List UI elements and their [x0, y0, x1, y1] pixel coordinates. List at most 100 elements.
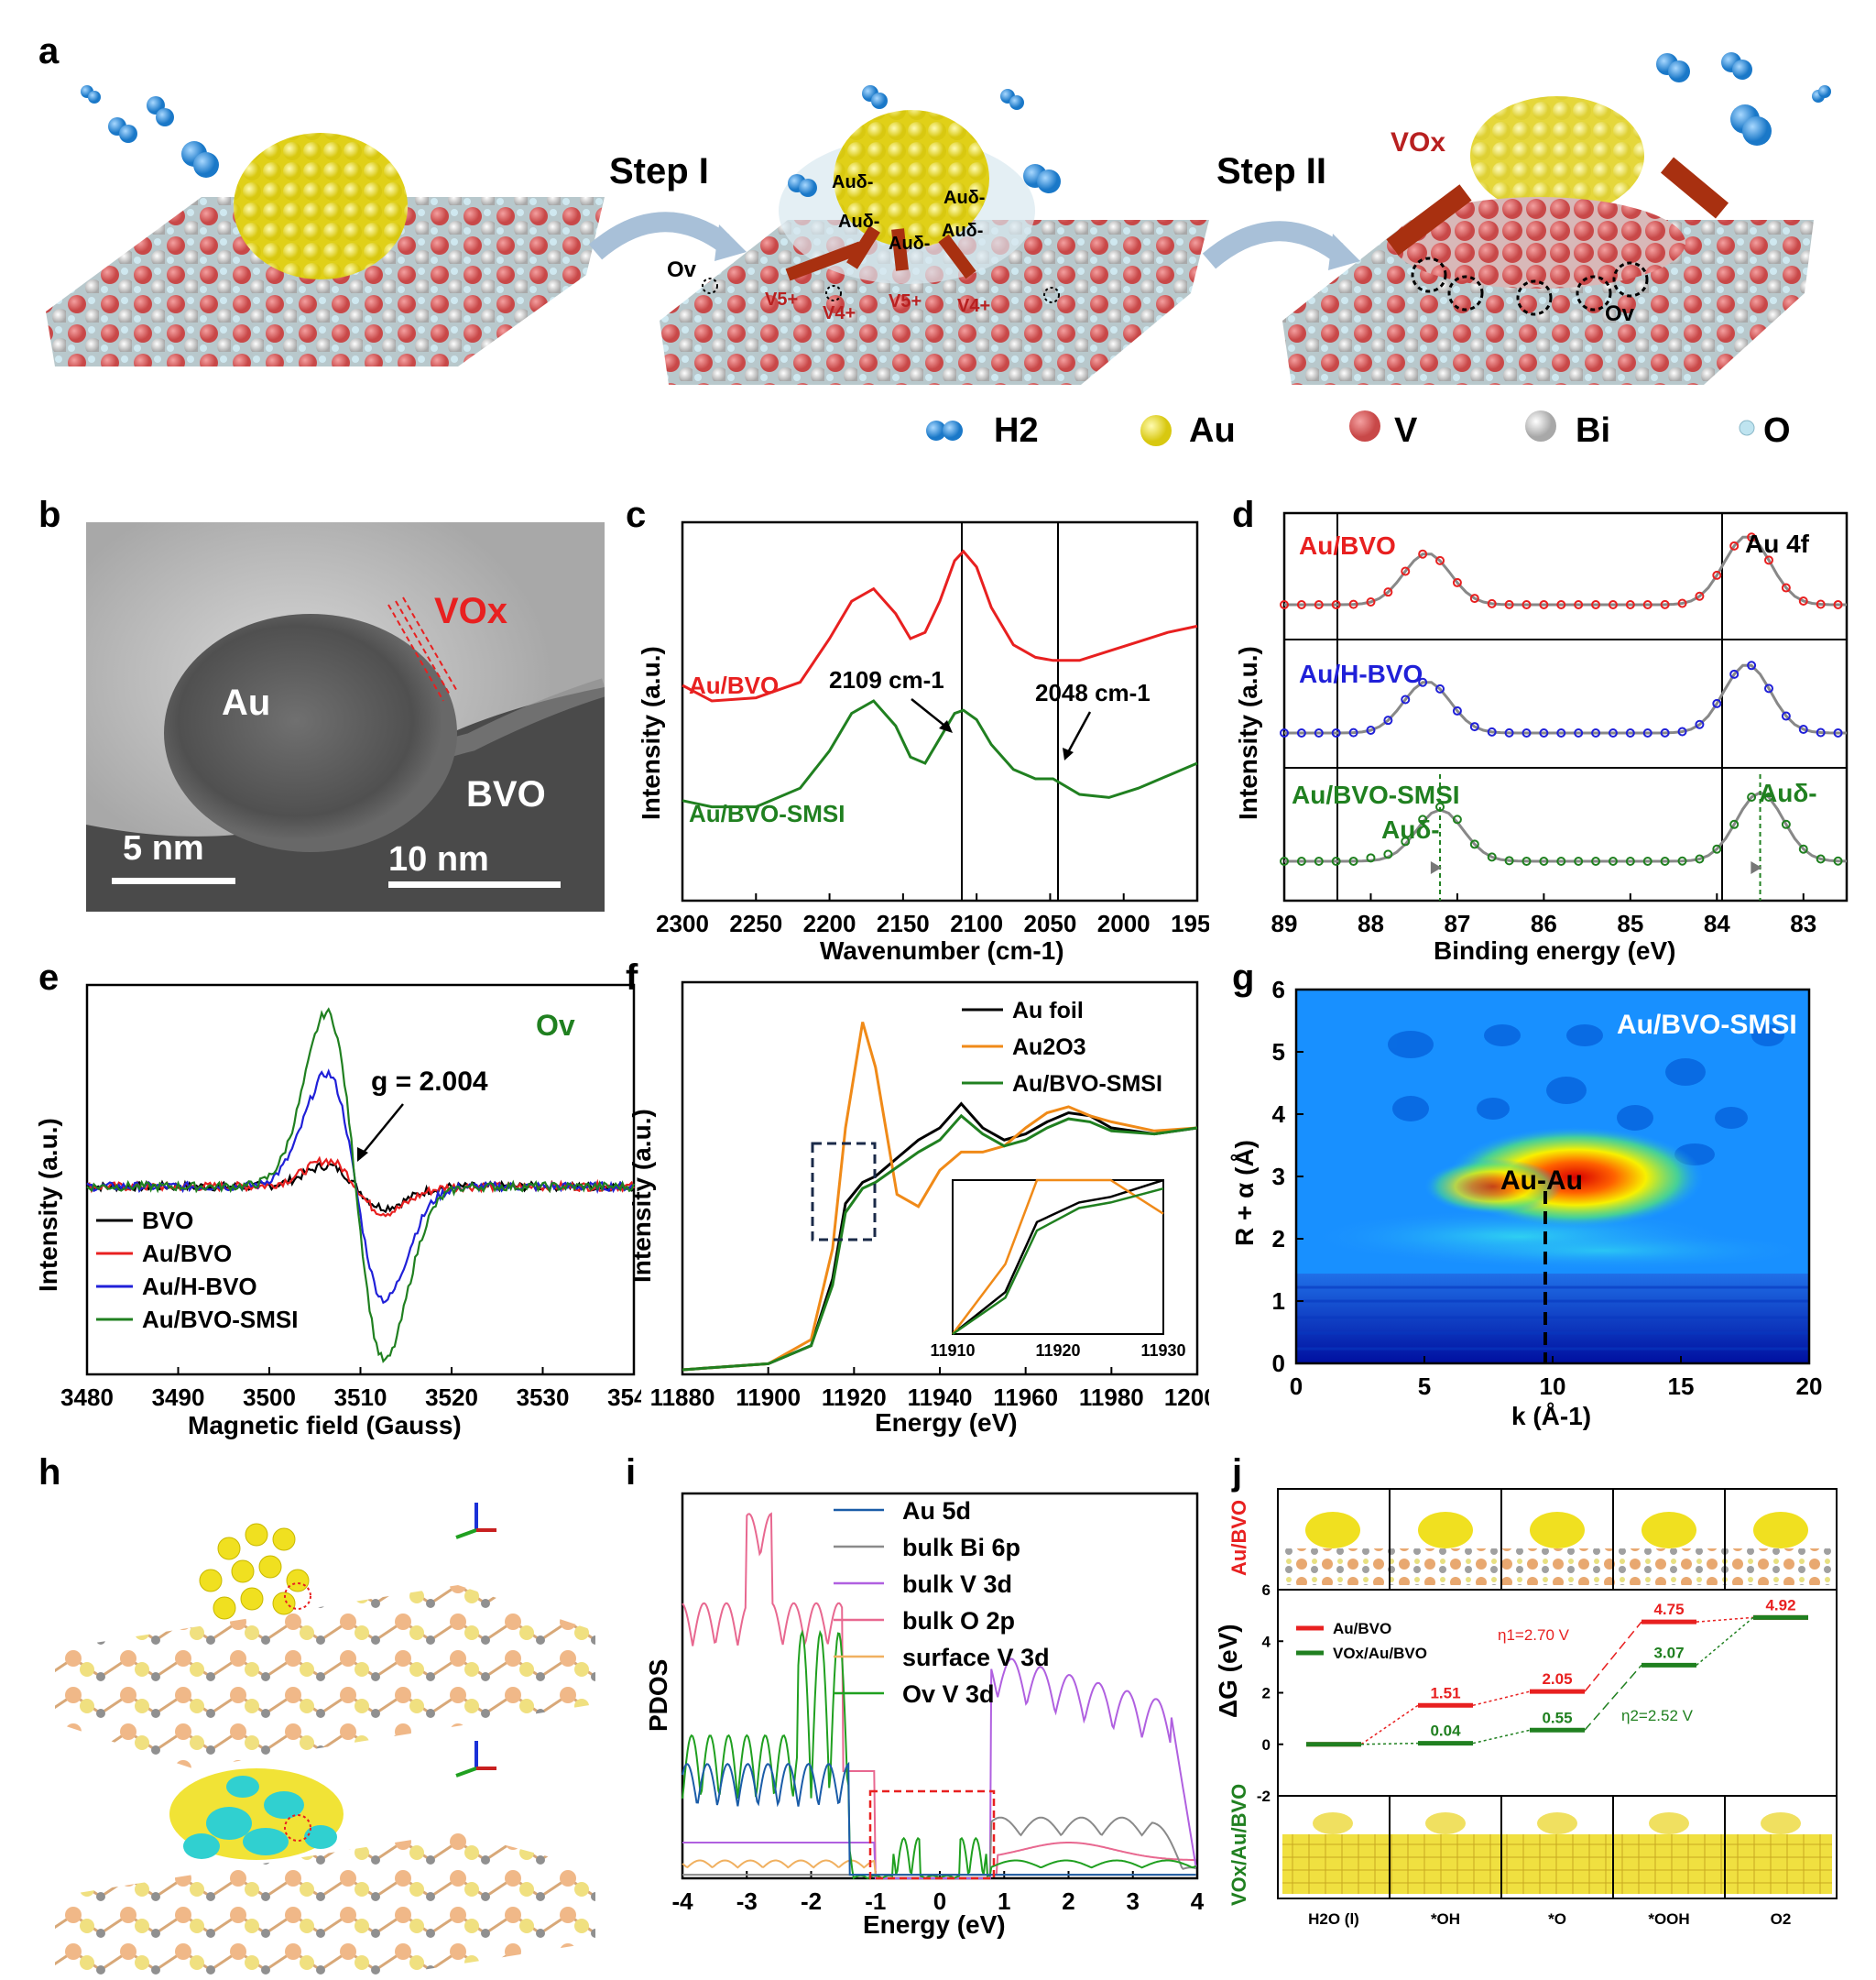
- j-side-bottom: VOx/Au/BVO: [1227, 1784, 1250, 1906]
- v4-label-2: V4+: [957, 296, 990, 316]
- d-annotation-aud-1: Auδ-: [1381, 815, 1440, 844]
- d-point: [1816, 727, 1826, 738]
- d-point: [1747, 532, 1757, 542]
- d-point: [1366, 853, 1376, 863]
- j-value-label: 0.04: [1430, 1723, 1461, 1740]
- j-value-label: 0.55: [1542, 1709, 1572, 1726]
- ov-label-1: Ov: [667, 257, 697, 282]
- tem-au-label: Au: [222, 683, 270, 723]
- i-legend-label: bulk Bi 6p: [902, 1534, 1020, 1561]
- j-connector: [1584, 1664, 1642, 1731]
- i-x-tick-label: -4: [671, 1887, 693, 1915]
- scale-10nm-label: 10 nm: [388, 840, 489, 879]
- d-x-tick-label: 87: [1444, 910, 1470, 937]
- j-eta1: η1=2.70 V: [1498, 1626, 1570, 1644]
- vox-layer: [1392, 197, 1685, 289]
- f-x-tick-label: 11900: [736, 1384, 801, 1411]
- panel-c-chart: 23002250220021502100205020001950 Au/BVO …: [637, 520, 1209, 965]
- d-point: [1314, 727, 1324, 738]
- d-point: [1574, 857, 1584, 866]
- d-point: [1816, 599, 1826, 609]
- i-series-au-5d: [682, 1761, 1196, 1876]
- series-au-bvo-smsi: [682, 699, 1198, 809]
- d-point: [1280, 600, 1289, 609]
- d-point: [1383, 849, 1393, 859]
- d-x-tick-label: 85: [1617, 910, 1643, 937]
- d-point: [1833, 856, 1843, 866]
- i-x-tick-label: 4: [1191, 1887, 1205, 1915]
- d-series-au-bvo-smsi: Au/BVO-SMSI: [1292, 781, 1460, 809]
- d-point: [1504, 599, 1514, 609]
- e-ylabel: Intensity (a.u.): [37, 1118, 62, 1292]
- e-legend-label: BVO: [142, 1207, 193, 1234]
- g-y-tick-label: 4: [1272, 1100, 1286, 1128]
- f-inset-tick-label: 11930: [1140, 1341, 1185, 1360]
- i-legend-label: bulk V 3d: [902, 1570, 1012, 1598]
- g-x-tick-label: 20: [1796, 1373, 1823, 1400]
- series-label-au-bvo-smsi: Au/BVO-SMSI: [689, 800, 845, 827]
- j-value-label: 1.51: [1430, 1684, 1460, 1701]
- e-legend-label: Au/BVO: [142, 1240, 232, 1267]
- f-inset-line: [952, 1178, 1164, 1335]
- f-zoom-box: [811, 1142, 877, 1242]
- panel-j-chart: -2 0 2 4 6 1.51 2.05 4.75 4.92 0.04 0.55 3.07 Au/B…: [1218, 1488, 1838, 1928]
- i-x-tick-label: -2: [801, 1887, 822, 1915]
- d-point: [1608, 599, 1618, 609]
- c-x-tick-label: 2050: [1024, 910, 1077, 937]
- h-charge-density: [169, 1768, 344, 1860]
- d-shift-arrow: [1430, 861, 1442, 874]
- e-ov-label: Ov: [536, 1009, 575, 1042]
- d-point: [1712, 570, 1722, 580]
- d-point: [1556, 856, 1566, 866]
- aud-label-5: Auδ-: [942, 221, 983, 241]
- aud-label-4: Auδ-: [889, 234, 930, 254]
- j-category-label: *O: [1548, 1910, 1566, 1928]
- c-x-tick-label: 2000: [1097, 910, 1151, 937]
- g-y-tick-label: 3: [1272, 1163, 1285, 1190]
- d-point: [1660, 727, 1670, 738]
- d-point: [1348, 599, 1358, 609]
- panel-label-c: c: [626, 495, 647, 535]
- d-point: [1487, 727, 1497, 737]
- d-point: [1331, 727, 1341, 738]
- d-point: [1781, 819, 1791, 829]
- panel-b-tem: Au VOx BVO 5 nm 10 nm: [86, 522, 607, 912]
- d-point: [1469, 839, 1479, 849]
- panel-label-a: a: [38, 31, 60, 71]
- d-point: [1469, 594, 1479, 604]
- d-point: [1469, 722, 1479, 732]
- e-xlabel: Magnetic field (Gauss): [188, 1411, 462, 1439]
- d-point: [1280, 728, 1289, 738]
- panel-h-structures: [55, 1503, 595, 1979]
- e-legend-label: Au/H-BVO: [142, 1273, 257, 1300]
- d-point: [1522, 599, 1532, 609]
- step1-label: Step I: [609, 151, 709, 191]
- j-connector: [1696, 1616, 1754, 1623]
- f-inset-tick-label: 11910: [930, 1341, 975, 1360]
- g-x-tick-label: 15: [1668, 1373, 1695, 1400]
- d-point: [1366, 725, 1376, 735]
- d-point: [1435, 684, 1445, 694]
- j-connector: [1472, 1729, 1531, 1745]
- f-xlabel: Energy (eV): [875, 1408, 1018, 1437]
- h-slab-top: [55, 1585, 595, 1768]
- d-annotation-aud-2: Auδ-: [1759, 779, 1817, 807]
- d-annotation-au4f: Au 4f: [1745, 530, 1810, 558]
- d-xlabel: Binding energy (eV): [1434, 936, 1675, 965]
- series-label-au-bvo: Au/BVO: [689, 672, 779, 699]
- j-y-tick-label: -2: [1257, 1788, 1271, 1805]
- d-point: [1625, 857, 1635, 866]
- d-point: [1401, 695, 1411, 705]
- d-point: [1608, 728, 1618, 738]
- aud-label-3: Auδ-: [838, 212, 879, 232]
- j-legend-label: Au/BVO: [1333, 1620, 1391, 1637]
- d-ylabel: Intensity (a.u.): [1234, 646, 1262, 820]
- d-point: [1763, 684, 1773, 694]
- legend-au: Au: [1189, 411, 1236, 450]
- d-point: [1539, 727, 1549, 738]
- scale-bar-5nm: [112, 878, 235, 884]
- c-x-tick-label: 2200: [803, 910, 856, 937]
- f-series-line: [682, 1022, 1198, 1372]
- j-bottom-structures: [1277, 1795, 1838, 1899]
- d-x-tick-label: 86: [1531, 910, 1557, 937]
